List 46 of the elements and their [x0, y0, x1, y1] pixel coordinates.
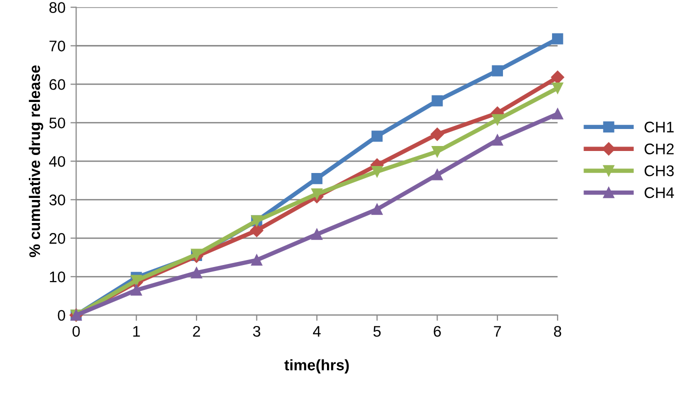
point [311, 172, 322, 184]
point [130, 284, 142, 296]
y-tick-label: 50 [49, 118, 66, 128]
legend-label: CH4 [644, 187, 674, 198]
point [130, 274, 142, 286]
point [430, 128, 444, 141]
y-axis-title: % cumulative drug release [28, 65, 44, 258]
y-tick-label: 30 [49, 194, 66, 206]
point [432, 146, 443, 158]
point [552, 82, 564, 94]
point [311, 188, 322, 200]
x-tick-label: 5 [373, 326, 381, 337]
x-tick-label: 0 [72, 326, 80, 337]
y-tick-label: 20 [50, 233, 66, 244]
point [190, 267, 202, 278]
point [251, 254, 262, 266]
point [551, 70, 564, 84]
x-tick-label: 8 [554, 326, 562, 337]
x-tick-label: 6 [434, 326, 441, 337]
x-tick-label: 7 [494, 326, 501, 337]
x-tick-label: 1 [133, 326, 140, 337]
point [552, 108, 564, 120]
point [372, 204, 383, 215]
legend-label: CH3 [644, 165, 674, 176]
point [432, 95, 443, 106]
y-tick-label: 0 [58, 310, 66, 321]
point [250, 224, 264, 238]
point [372, 130, 383, 142]
y-tick-label: 40 [49, 156, 66, 167]
point [492, 65, 503, 76]
point [372, 166, 383, 178]
y-tick-label: 80 [49, 2, 66, 13]
legend-label: CH1 [644, 122, 674, 132]
x-tick-label: 4 [312, 326, 321, 337]
point [432, 169, 443, 180]
point [552, 33, 564, 44]
point [311, 228, 322, 240]
y-tick-label: 70 [50, 40, 66, 52]
x-tick-label: 3 [253, 326, 260, 337]
x-axis-title: time(hrs) [284, 359, 349, 374]
point [492, 114, 503, 126]
y-tick-label: 10 [50, 272, 66, 282]
point [492, 134, 503, 146]
x-tick-label: 2 [193, 326, 200, 337]
legend-label: CH2 [644, 144, 674, 154]
y-tick-label: 60 [50, 79, 66, 90]
